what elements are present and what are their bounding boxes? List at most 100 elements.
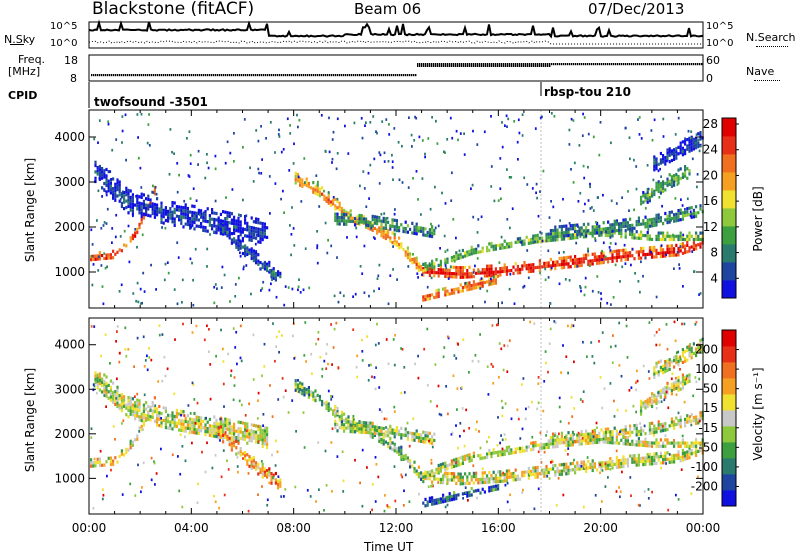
heatmap-cell xyxy=(532,466,535,470)
heatmap-cell xyxy=(274,481,277,485)
heatmap-cell xyxy=(571,434,574,438)
freq-point xyxy=(203,74,205,77)
heatmap-cell xyxy=(659,151,662,156)
heatmap-cell xyxy=(571,443,574,447)
heatmap-cell xyxy=(257,253,260,257)
heatmap-cell xyxy=(600,467,603,471)
heatmap-cell xyxy=(363,244,366,248)
heatmap-cell xyxy=(116,385,119,389)
heatmap-cell xyxy=(446,482,448,486)
freq-point xyxy=(575,63,577,66)
heatmap-cell xyxy=(593,438,596,442)
freq-point xyxy=(697,63,699,66)
heatmap-cell xyxy=(259,227,262,232)
heatmap-cell xyxy=(563,466,566,470)
heatmap-cell xyxy=(620,432,623,436)
heatmap-cell xyxy=(472,283,475,287)
heatmap-cell xyxy=(461,248,464,253)
heatmap-cell xyxy=(618,231,621,235)
freq-point xyxy=(399,74,401,77)
heatmap-cell xyxy=(653,375,656,379)
freq-point xyxy=(117,74,119,77)
heatmap-cell xyxy=(392,338,395,341)
heatmap-cell xyxy=(412,417,415,420)
heatmap-cell xyxy=(552,260,555,264)
heatmap-cell xyxy=(426,503,429,507)
heatmap-cell xyxy=(662,441,665,445)
heatmap-cell xyxy=(568,279,571,282)
heatmap-cell xyxy=(279,478,282,482)
heatmap-cell xyxy=(142,410,145,414)
heatmap-cell xyxy=(563,256,566,260)
heatmap-cell xyxy=(336,212,339,216)
freq-point xyxy=(385,74,387,77)
heatmap-cell xyxy=(453,494,456,498)
heatmap-cell xyxy=(318,488,320,491)
heatmap-cell xyxy=(189,412,192,415)
heatmap-cell xyxy=(644,459,647,463)
freq-point xyxy=(569,63,571,66)
heatmap-cell xyxy=(457,493,460,497)
heatmap-cell xyxy=(184,203,187,207)
heatmap-cell xyxy=(604,257,607,261)
heatmap-cell xyxy=(136,336,139,340)
heatmap-cell xyxy=(202,211,205,215)
heatmap-cell xyxy=(655,220,658,224)
heatmap-cell xyxy=(252,255,255,259)
heatmap-cell xyxy=(677,218,680,222)
heatmap-cell xyxy=(358,420,361,425)
heatmap-cell xyxy=(666,438,669,442)
heatmap-cell xyxy=(534,469,537,473)
heatmap-cell xyxy=(226,211,229,215)
heatmap-cell xyxy=(653,424,656,428)
heatmap-cell xyxy=(549,229,552,233)
heatmap-cell xyxy=(501,301,503,305)
heatmap-cell xyxy=(250,250,253,254)
heatmap-cell xyxy=(589,182,591,186)
heatmap-cell xyxy=(439,265,442,269)
heatmap-cell xyxy=(277,270,280,274)
freq-point xyxy=(521,63,523,66)
heatmap-cell xyxy=(587,262,590,267)
heatmap-cell xyxy=(679,218,682,222)
heatmap-cell xyxy=(299,291,302,294)
heatmap-cell xyxy=(446,271,449,275)
heatmap-cell xyxy=(642,440,645,444)
freq-point xyxy=(673,63,675,66)
heatmap-cell xyxy=(252,423,255,427)
heatmap-cell xyxy=(670,460,673,464)
heatmap-cell xyxy=(259,267,262,271)
heatmap-cell xyxy=(413,435,416,439)
heatmap-cell xyxy=(96,379,99,384)
heatmap-cell xyxy=(497,323,499,326)
heatmap-cell xyxy=(692,212,695,216)
heatmap-cell xyxy=(404,473,407,477)
heatmap-cell xyxy=(681,237,684,242)
heatmap-cell xyxy=(409,255,412,259)
heatmap-cell xyxy=(552,205,555,209)
heatmap-cell xyxy=(235,436,238,440)
heatmap-cell xyxy=(668,210,671,215)
noise-sky-line xyxy=(88,19,704,39)
heatmap-cell xyxy=(453,497,456,501)
heatmap-cell xyxy=(664,370,667,374)
heatmap-cell xyxy=(266,268,269,273)
heatmap-cell xyxy=(598,438,601,442)
heatmap-cell xyxy=(102,488,104,491)
heatmap-cell xyxy=(696,173,699,176)
heatmap-cell xyxy=(629,224,632,228)
heatmap-cell xyxy=(582,438,585,443)
heatmap-cell xyxy=(321,186,324,190)
heatmap-cell xyxy=(261,231,264,235)
heatmap-cell xyxy=(554,432,557,436)
heatmap-cell xyxy=(459,269,462,273)
heatmap-cell xyxy=(552,438,555,443)
freq-point xyxy=(433,63,435,66)
heatmap-cell xyxy=(468,459,471,463)
heatmap-cell xyxy=(428,477,431,481)
heatmap-cell xyxy=(664,156,667,160)
heatmap-cell xyxy=(422,233,425,237)
heatmap-cell xyxy=(589,232,592,236)
heatmap-cell xyxy=(448,271,451,276)
heatmap-cell xyxy=(233,231,236,235)
